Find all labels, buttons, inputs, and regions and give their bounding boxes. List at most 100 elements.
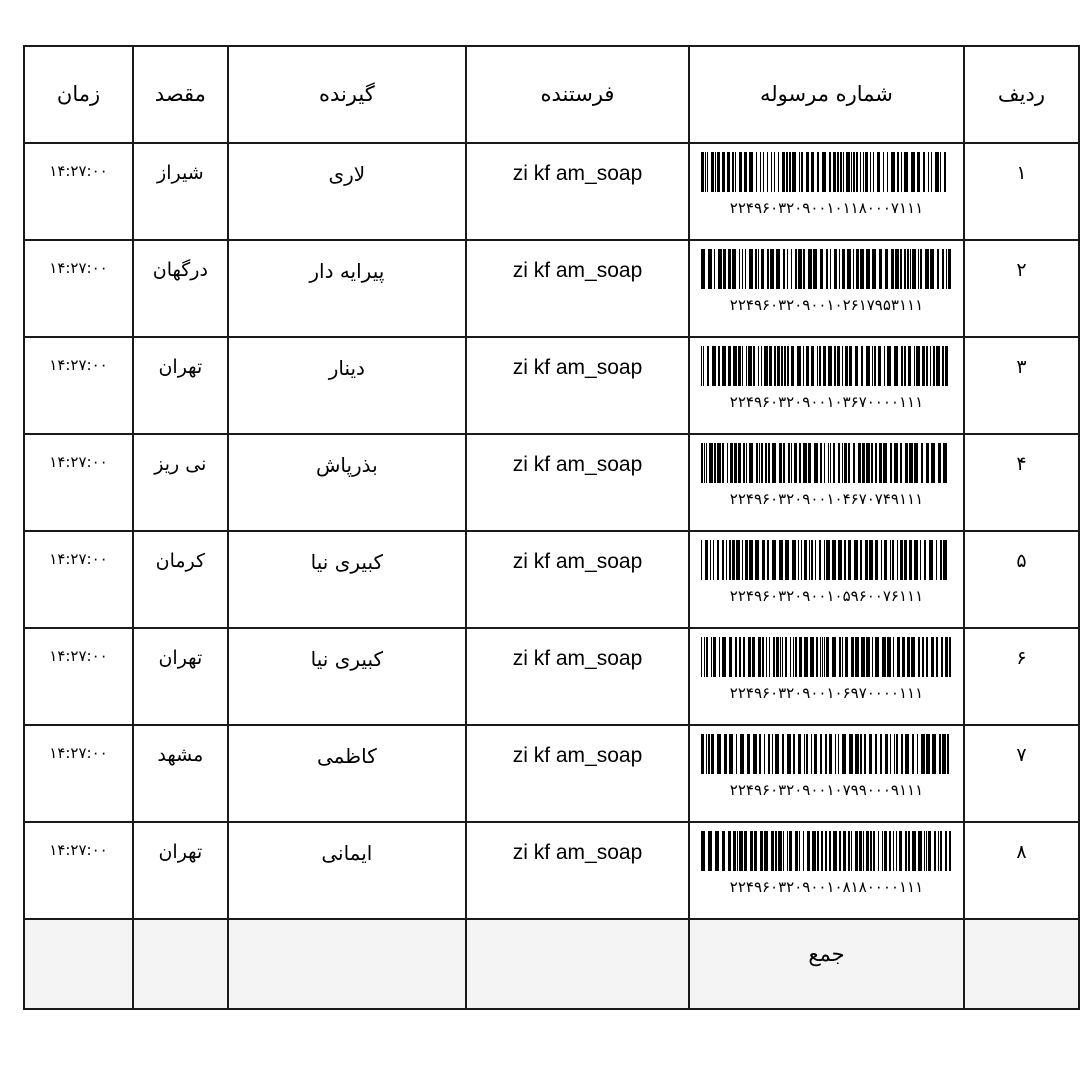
cell-receiver: ایمانی (226, 821, 467, 920)
time-value: ۱۴:۲۷:۰۰ (49, 453, 108, 471)
cell-sender: zi kf am_soap (464, 821, 691, 920)
tracking-wrapper: ۲۲۴۹۶۰۳۲۰۹۰۰۱۰۸۱۸۰۰۰۰۱۱۱ (690, 823, 963, 902)
tracking-wrapper: ۲۲۴۹۶۰۳۲۰۹۰۰۱۰۷۹۹۰۰۰۹۱۱۱ (690, 726, 963, 805)
table-header: ردیف شماره مرسوله فرستنده گیرنده مقصد زم… (23, 45, 1080, 144)
sender-value: zi kf am_soap (512, 647, 643, 670)
radif-value: ۵ (1016, 550, 1027, 572)
cell-destination: شیراز (132, 142, 229, 241)
barcode-row-7 (701, 734, 951, 774)
cell-destination: درگهان (132, 239, 229, 338)
cell-radif: ۳ (962, 336, 1080, 435)
total-cell-sender-value (467, 920, 688, 942)
cell-time: ۱۴:۲۷:۰۰ (23, 530, 134, 629)
cell-receiver: لاری (226, 142, 467, 241)
total-cell-destination-value (134, 920, 227, 942)
tracking-wrapper: ۲۲۴۹۶۰۳۲۰۹۰۰۱۰۳۶۷۰۰۰۰۱۱۱ (690, 338, 963, 417)
cell-sender: zi kf am_soap (464, 530, 691, 629)
tracking-wrapper: ۲۲۴۹۶۰۳۲۰۹۰۰۱۰۱۱۸۰۰۰۷۱۱۱ (690, 144, 963, 223)
tracking-number: ۲۲۴۹۶۰۳۲۰۹۰۰۱۰۷۹۹۰۰۰۹۱۱۱ (729, 781, 924, 799)
column-header-destination: مقصد (132, 45, 229, 144)
sender-value: zi kf am_soap (512, 162, 643, 185)
cell-sender: zi kf am_soap (464, 336, 691, 435)
radif-value: ۱ (1016, 162, 1027, 184)
cell-tracking: ۲۲۴۹۶۰۳۲۰۹۰۰۱۰۱۱۸۰۰۰۷۱۱۱ (688, 142, 965, 241)
column-header-destination-label: مقصد (154, 82, 206, 106)
total-row: جمع (23, 918, 1080, 1010)
cell-tracking: ۲۲۴۹۶۰۳۲۰۹۰۰۱۰۲۶۱۷۹۵۳۱۱۱ (688, 239, 965, 338)
cell-tracking: ۲۲۴۹۶۰۳۲۰۹۰۰۱۰۳۶۷۰۰۰۰۱۱۱ (688, 336, 965, 435)
radif-value: ۷ (1016, 744, 1027, 766)
destination-value: تهران (158, 647, 203, 669)
receiver-value: بذرپاش (315, 453, 378, 477)
table-row: ۷ ۲۲۴۹۶۰۳۲۰۹۰۰۱۰۷۹۹۰۰۰۹۱۱۱ zi kf am_soap کا… (23, 724, 1080, 823)
cell-radif: ۷ (962, 724, 1080, 823)
column-header-radif-label: ردیف (997, 82, 1045, 106)
cell-time: ۱۴:۲۷:۰۰ (23, 433, 134, 532)
time-value: ۱۴:۲۷:۰۰ (49, 550, 108, 568)
radif-value: ۴ (1016, 453, 1027, 475)
time-value: ۱۴:۲۷:۰۰ (49, 162, 108, 180)
cell-radif: ۵ (962, 530, 1080, 629)
time-value: ۱۴:۲۷:۰۰ (49, 744, 108, 762)
barcode-row-8 (701, 831, 952, 871)
tracking-number: ۲۲۴۹۶۰۳۲۰۹۰۰۱۰۶۹۷۰۰۰۰۱۱۱ (729, 684, 924, 702)
column-header-receiver: گیرنده (226, 45, 467, 144)
cell-tracking: ۲۲۴۹۶۰۳۲۰۹۰۰۱۰۶۹۷۰۰۰۰۱۱۱ (688, 627, 965, 726)
cell-receiver: کبیری نیا (226, 627, 467, 726)
cell-receiver: کاظمی (226, 724, 467, 823)
tracking-wrapper: ۲۲۴۹۶۰۳۲۰۹۰۰۱۰۴۶۷۰۷۴۹۱۱۱ (690, 435, 963, 514)
tracking-number: ۲۲۴۹۶۰۳۲۰۹۰۰۱۰۵۹۶۰۰۷۶۱۱۱ (729, 587, 924, 605)
column-header-tracking-label: شماره مرسوله (760, 82, 893, 106)
cell-destination: کرمان (132, 530, 229, 629)
cell-receiver: کبیری نیا (226, 530, 467, 629)
destination-value: شیراز (157, 162, 204, 184)
cell-radif: ۴ (962, 433, 1080, 532)
table-row: ۸ ۲۲۴۹۶۰۳۲۰۹۰۰۱۰۸۱۸۰۰۰۰۱۱۱ zi kf am_soap ای… (23, 821, 1080, 920)
tracking-number: ۲۲۴۹۶۰۳۲۰۹۰۰۱۰۳۶۷۰۰۰۰۱۱۱ (729, 393, 924, 411)
cell-radif: ۲ (962, 239, 1080, 338)
cell-time: ۱۴:۲۷:۰۰ (23, 724, 134, 823)
receiver-value: کبیری نیا (310, 647, 384, 671)
cell-sender: zi kf am_soap (464, 239, 691, 338)
tracking-wrapper: ۲۲۴۹۶۰۳۲۰۹۰۰۱۰۵۹۶۰۰۷۶۱۱۱ (690, 532, 963, 611)
destination-value: تهران (158, 356, 203, 378)
barcode-row-6 (701, 637, 952, 677)
column-header-radif: ردیف (962, 45, 1080, 144)
radif-value: ۸ (1016, 841, 1027, 863)
total-label: جمع (688, 918, 965, 1010)
receiver-value: دینار (328, 356, 365, 380)
barcode-row-1 (701, 152, 951, 192)
total-label-value: جمع (808, 942, 845, 966)
column-header-sender: فرستنده (464, 45, 691, 144)
table-row: ۲ ۲۲۴۹۶۰۳۲۰۹۰۰۱۰۲۶۱۷۹۵۳۱۱۱ zi kf am_soap پی… (23, 239, 1080, 338)
barcode-row-2 (701, 249, 952, 289)
total-cell-sender (464, 918, 691, 1010)
cell-destination: تهران (132, 627, 229, 726)
cell-destination: تهران (132, 336, 229, 435)
time-value: ۱۴:۲۷:۰۰ (49, 841, 108, 859)
receiver-value: کبیری نیا (310, 550, 384, 574)
destination-value: مشهد (157, 744, 204, 766)
cell-tracking: ۲۲۴۹۶۰۳۲۰۹۰۰۱۰۷۹۹۰۰۰۹۱۱۱ (688, 724, 965, 823)
sender-value: zi kf am_soap (512, 744, 643, 767)
cell-time: ۱۴:۲۷:۰۰ (23, 821, 134, 920)
tracking-number: ۲۲۴۹۶۰۳۲۰۹۰۰۱۰۱۱۸۰۰۰۷۱۱۱ (729, 199, 924, 217)
sender-value: zi kf am_soap (512, 356, 643, 379)
column-header-receiver-label: گیرنده (318, 82, 375, 106)
radif-value: ۶ (1016, 647, 1027, 669)
receiver-value: کاظمی (316, 744, 377, 768)
radif-value: ۳ (1016, 356, 1027, 378)
cell-time: ۱۴:۲۷:۰۰ (23, 336, 134, 435)
table-row: ۱ ۲۲۴۹۶۰۳۲۰۹۰۰۱۰۱۱۸۰۰۰۷۱۱۱ zi kf am_soap لا… (23, 142, 1080, 241)
cell-receiver: پیرایه دار (226, 239, 467, 338)
cell-radif: ۶ (962, 627, 1080, 726)
cell-sender: zi kf am_soap (464, 142, 691, 241)
destination-value: درگهان (152, 259, 208, 281)
cell-radif: ۱ (962, 142, 1080, 241)
cell-tracking: ۲۲۴۹۶۰۳۲۰۹۰۰۱۰۴۶۷۰۷۴۹۱۱۱ (688, 433, 965, 532)
sender-value: zi kf am_soap (512, 550, 643, 573)
sender-value: zi kf am_soap (512, 259, 643, 282)
column-header-time: زمان (23, 45, 134, 144)
parcel-manifest-table: ردیف شماره مرسوله فرستنده گیرنده مقصد زم… (23, 45, 1080, 1010)
